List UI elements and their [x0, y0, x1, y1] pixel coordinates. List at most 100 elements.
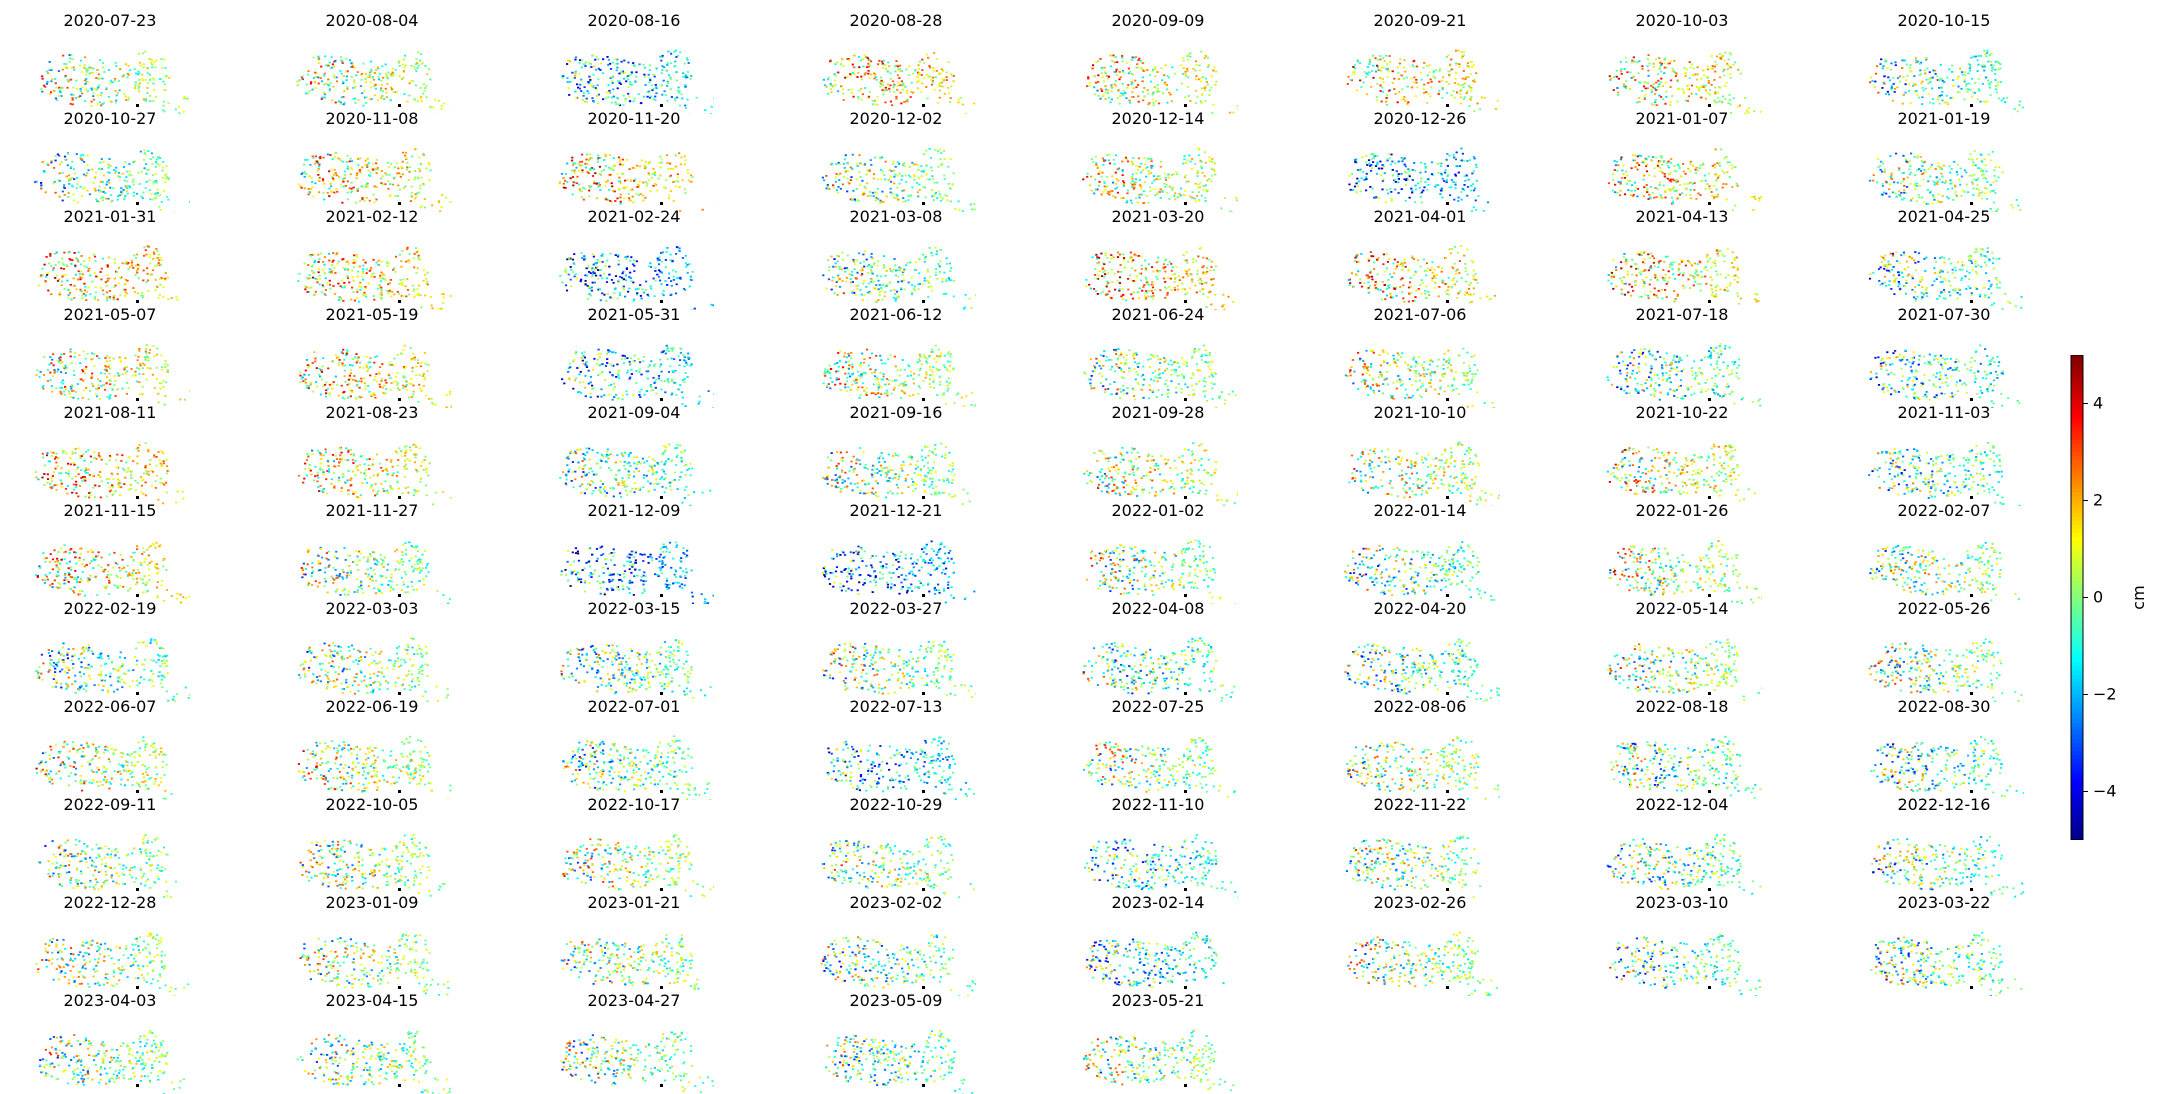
pixel-mark — [591, 269, 593, 271]
pixel-mark — [889, 169, 891, 171]
pixel-mark — [1199, 70, 1201, 72]
pixel-mark — [1394, 179, 1396, 181]
pixel-mark — [948, 183, 950, 185]
pixel-mark — [1717, 92, 1719, 94]
pixel-mark — [1960, 88, 1962, 90]
pixel-mark — [1202, 76, 1204, 78]
pixel-mark — [359, 170, 361, 172]
pixel-mark — [1140, 194, 1142, 196]
pixel-mark — [365, 102, 367, 104]
pixel-mark — [870, 164, 872, 166]
pixel-mark — [1144, 181, 1146, 183]
pixel-mark — [1401, 75, 1403, 77]
pixel-mark — [361, 73, 363, 75]
pixel-mark — [579, 189, 581, 191]
pixel-mark — [1705, 180, 1707, 182]
pixel-mark — [1952, 97, 1954, 99]
pixel-mark — [302, 75, 304, 77]
pixel-mark — [877, 179, 879, 181]
pixel-mark — [1715, 174, 1717, 176]
pixel-mark — [630, 256, 632, 258]
pixel-mark — [421, 63, 423, 65]
pixel-mark — [375, 88, 377, 90]
pixel-mark — [1430, 86, 1432, 88]
pixel-mark — [1373, 155, 1375, 157]
pixel-mark — [147, 290, 149, 292]
pixel-mark — [1994, 69, 1996, 71]
pixel-mark — [68, 252, 70, 254]
reference-point — [922, 104, 925, 107]
pixel-mark — [1629, 72, 1631, 74]
pixel-mark — [1444, 172, 1446, 174]
pixel-mark — [296, 81, 298, 83]
pixel-mark — [1714, 93, 1716, 95]
pixel-mark — [41, 91, 43, 93]
pixel-mark — [1386, 76, 1388, 78]
pixel-mark — [1462, 84, 1464, 86]
pixel-mark — [1880, 58, 1882, 60]
pixel-mark — [1146, 195, 1148, 197]
pixel-mark — [682, 72, 684, 74]
pixel-mark — [578, 170, 580, 172]
pixel-mark — [409, 253, 411, 255]
pixel-mark — [1096, 90, 1098, 92]
pixel-mark — [149, 189, 151, 191]
pixel-mark — [653, 168, 655, 170]
pixel-mark — [1646, 188, 1648, 190]
pixel-mark — [139, 183, 141, 185]
pixel-mark — [1157, 176, 1159, 178]
pixel-mark — [375, 162, 377, 164]
pixel-mark — [1616, 87, 1618, 89]
pixel-mark — [1100, 171, 1102, 173]
pixel-mark — [623, 197, 625, 199]
pixel-mark — [76, 183, 78, 185]
pixel-mark — [659, 56, 661, 58]
pixel-mark — [52, 269, 54, 271]
pixel-mark — [120, 191, 122, 193]
pixel-mark — [94, 176, 96, 178]
pixel-mark — [1197, 184, 1199, 186]
pixel-mark — [1722, 187, 1724, 189]
pixel-mark — [1144, 163, 1146, 165]
pixel-mark — [430, 296, 432, 298]
pixel-mark — [373, 299, 375, 301]
pixel-mark — [55, 192, 57, 194]
pixel-mark — [611, 97, 613, 99]
pixel-mark — [356, 291, 358, 293]
pixel-mark — [450, 201, 452, 203]
pixel-mark — [1711, 195, 1713, 197]
pixel-mark — [1621, 73, 1623, 75]
pixel-mark — [351, 182, 353, 184]
pixel-mark — [411, 186, 413, 188]
pixel-mark — [1709, 94, 1711, 96]
pixel-mark — [1629, 180, 1631, 182]
panel: 2020-08-16 — [554, 12, 714, 114]
pixel-mark — [619, 197, 621, 199]
pixel-mark — [851, 274, 853, 276]
panel-date-label: 2020-11-08 — [292, 110, 452, 128]
pixel-mark — [97, 87, 99, 89]
pixel-mark — [115, 100, 117, 102]
pixel-mark — [311, 89, 313, 91]
pixel-mark — [340, 59, 342, 61]
pixel-mark — [64, 156, 66, 158]
pixel-mark — [1394, 163, 1396, 165]
pixel-mark — [1677, 164, 1679, 166]
pixel-mark — [1123, 183, 1125, 185]
pixel-mark — [1724, 60, 1726, 62]
pixel-mark — [432, 106, 434, 108]
pixel-mark — [1890, 176, 1892, 178]
pixel-mark — [576, 176, 578, 178]
pixel-mark — [347, 277, 349, 279]
pixel-mark — [1409, 175, 1411, 177]
pixel-mark — [657, 178, 659, 180]
pixel-mark — [346, 76, 348, 78]
pixel-mark — [862, 194, 864, 196]
pixel-mark — [46, 83, 48, 85]
pixel-mark — [372, 168, 374, 170]
pixel-mark — [582, 99, 584, 101]
pixel-mark — [1698, 90, 1700, 92]
pixel-mark — [91, 101, 93, 103]
pixel-mark — [1397, 101, 1399, 103]
pixel-mark — [431, 204, 433, 206]
